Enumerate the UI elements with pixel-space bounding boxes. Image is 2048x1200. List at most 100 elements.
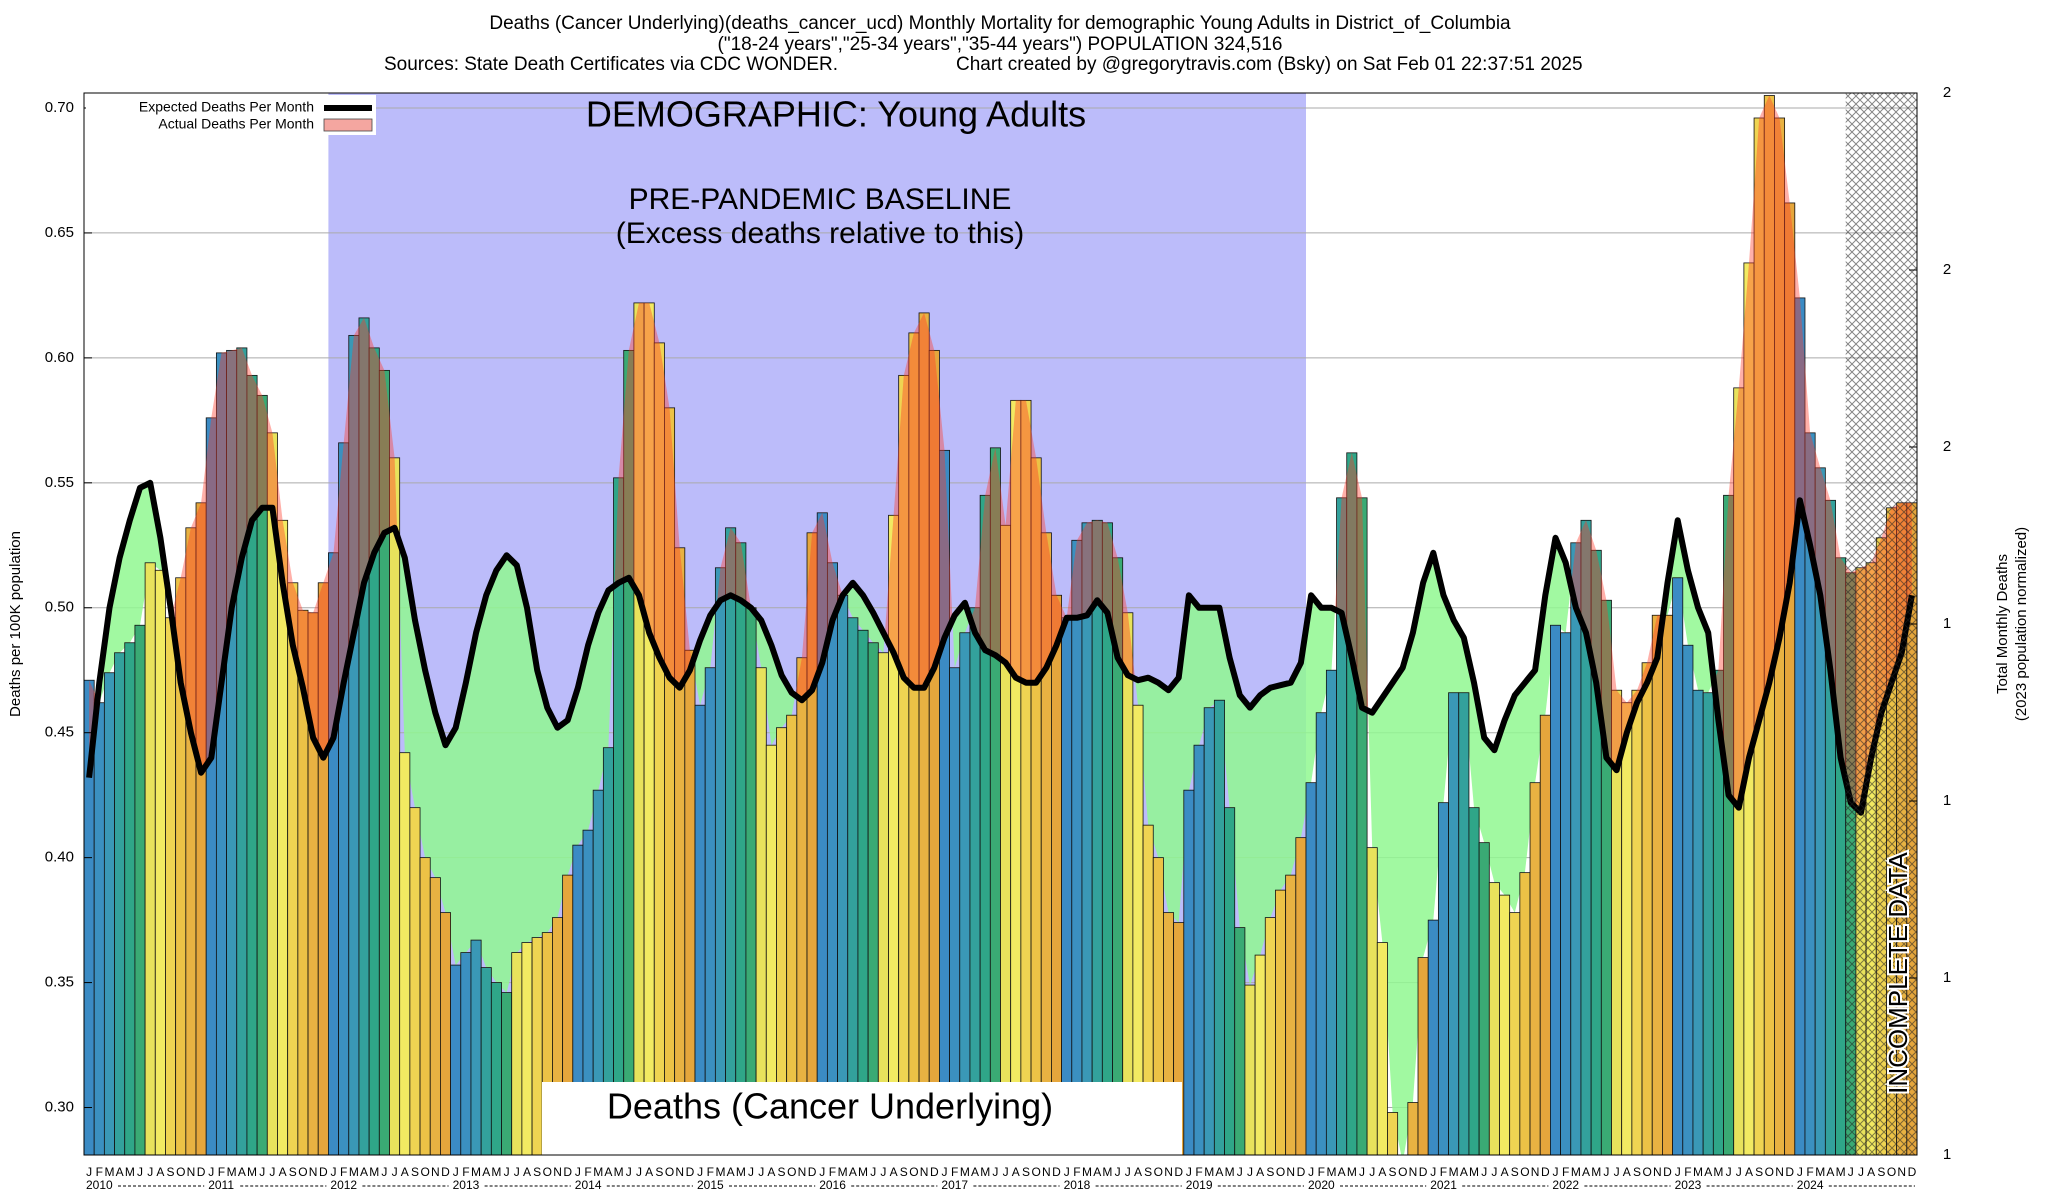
bar <box>165 617 177 1155</box>
bar <box>440 912 451 1155</box>
x-tick-label: D <box>1419 1165 1428 1179</box>
x-tick-label: D <box>808 1165 817 1179</box>
x-tick-label: J <box>1115 1165 1121 1179</box>
x-tick-label: N <box>1531 1165 1540 1179</box>
x-tick-label: M <box>104 1165 114 1179</box>
x-tick-label: D <box>1663 1165 1672 1179</box>
x-tick-label: N <box>1897 1165 1906 1179</box>
bar <box>1254 954 1266 1155</box>
bar <box>1193 744 1205 1155</box>
legend-label: Expected Deaths Per Month <box>139 99 314 115</box>
bar <box>796 657 808 1155</box>
bar <box>1295 837 1307 1155</box>
x-tick-label: S <box>289 1165 297 1179</box>
x-tick-label: F <box>584 1165 591 1179</box>
x-tick-label: O <box>1520 1165 1529 1179</box>
x-tick-label: J <box>1736 1165 1742 1179</box>
x-tick-label: M <box>1449 1165 1459 1179</box>
x-tick-label: M <box>614 1165 624 1179</box>
y-axis-label: Deaths per 100K population <box>7 531 24 717</box>
x-tick-label: A <box>1623 1165 1631 1179</box>
bar <box>450 964 462 1155</box>
year-label: 2023 <box>1675 1178 1702 1192</box>
x-tick-label: A <box>767 1165 775 1179</box>
bar <box>1458 692 1470 1155</box>
x-tick-label: F <box>951 1165 958 1179</box>
x-tick-label: O <box>176 1165 185 1179</box>
baseline-label: (Excess deaths relative to this) <box>616 217 1025 250</box>
y2-axis-label: (2023 population normalized) <box>2013 527 2030 721</box>
x-tick-label: M <box>1102 1165 1112 1179</box>
x-tick-label: J <box>1237 1165 1243 1179</box>
x-tick-label: J <box>208 1165 214 1179</box>
x-tick-label: M <box>1082 1165 1092 1179</box>
bar <box>103 672 115 1155</box>
x-tick-label: S <box>1877 1165 1885 1179</box>
x-tick-label: O <box>665 1165 674 1179</box>
x-tick-label: O <box>1276 1165 1285 1179</box>
x-tick-label: M <box>125 1165 135 1179</box>
x-tick-label: F <box>96 1165 103 1179</box>
bar <box>1529 782 1541 1155</box>
x-tick-label: J <box>748 1165 754 1179</box>
bar <box>419 857 431 1155</box>
x-tick-label: F <box>1073 1165 1080 1179</box>
bar <box>1285 874 1297 1155</box>
x-tick-label: S <box>1633 1165 1641 1179</box>
bar <box>1244 984 1256 1155</box>
x-tick-label: J <box>86 1165 92 1179</box>
x-tick-label: A <box>1704 1165 1712 1179</box>
y2-tick-label: 2 <box>1943 261 1951 278</box>
bar <box>1641 662 1653 1155</box>
x-tick-label: D <box>1052 1165 1061 1179</box>
bar <box>1682 644 1694 1155</box>
x-tick-label: S <box>778 1165 786 1179</box>
x-tick-label: A <box>1093 1165 1101 1179</box>
y-tick-label: 0.50 <box>45 599 74 616</box>
x-tick-label: F <box>340 1165 347 1179</box>
y2-tick-label: 1 <box>1943 969 1951 986</box>
year-label: 2019 <box>1186 1178 1213 1192</box>
y2-tick-label: 2 <box>1943 438 1951 455</box>
x-tick-label: N <box>553 1165 562 1179</box>
x-tick-label: A <box>523 1165 531 1179</box>
bar <box>1672 577 1684 1155</box>
x-tick-label: J <box>392 1165 398 1179</box>
x-tick-label: D <box>441 1165 450 1179</box>
x-tick-label: J <box>870 1165 876 1179</box>
incomplete-hatch <box>1845 93 1917 1155</box>
x-tick-label: J <box>1858 1165 1864 1179</box>
x-tick-label: J <box>1247 1165 1253 1179</box>
x-tick-label: S <box>900 1165 908 1179</box>
bar <box>755 667 767 1155</box>
x-tick-label: O <box>420 1165 429 1179</box>
y-tick-label: 0.55 <box>45 474 74 491</box>
x-tick-label: F <box>462 1165 469 1179</box>
demographic-label: DEMOGRAPHIC: Young Adults <box>586 94 1086 135</box>
x-tick-label: J <box>819 1165 825 1179</box>
x-tick-label: J <box>941 1165 947 1179</box>
x-tick-label: M <box>1225 1165 1235 1179</box>
x-tick-label: S <box>1755 1165 1763 1179</box>
bar <box>1702 692 1714 1155</box>
bar <box>1234 927 1246 1155</box>
bar <box>1051 594 1062 1155</box>
x-tick-label: J <box>880 1165 886 1179</box>
x-tick-label: M <box>1204 1165 1214 1179</box>
bar <box>684 649 696 1155</box>
x-tick-label: O <box>1031 1165 1040 1179</box>
x-tick-label: J <box>1308 1165 1314 1179</box>
x-tick-label: D <box>1297 1165 1306 1179</box>
x-tick-label: S <box>1389 1165 1397 1179</box>
y-tick-label: 0.45 <box>45 724 74 741</box>
legend-label: Actual Deaths Per Month <box>158 116 314 132</box>
x-tick-label: J <box>147 1165 153 1179</box>
year-label: 2022 <box>1552 1178 1579 1192</box>
x-tick-label: N <box>1409 1165 1418 1179</box>
x-tick-label: J <box>514 1165 520 1179</box>
bar <box>1488 882 1500 1155</box>
x-tick-label: N <box>431 1165 440 1179</box>
x-tick-label: A <box>156 1165 164 1179</box>
bar <box>1356 497 1368 1155</box>
